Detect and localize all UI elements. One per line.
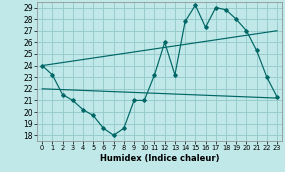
X-axis label: Humidex (Indice chaleur): Humidex (Indice chaleur) <box>100 154 219 163</box>
